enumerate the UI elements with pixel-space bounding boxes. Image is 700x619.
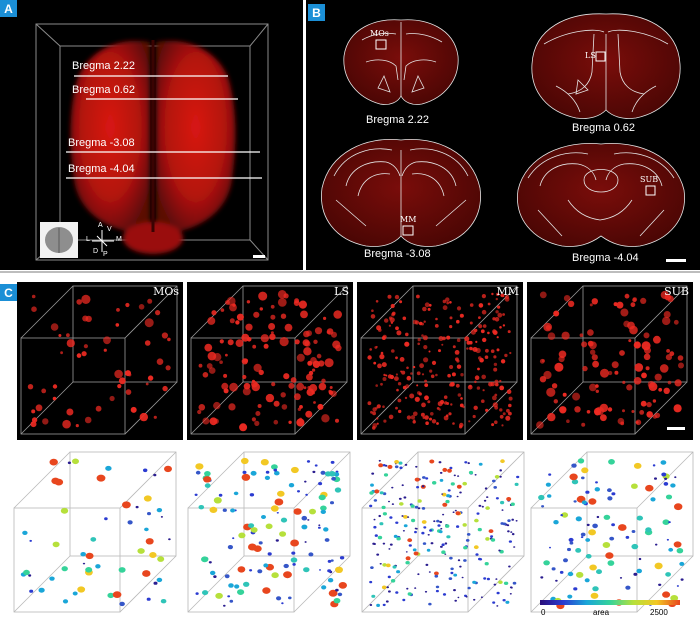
segmentation-cube-render [13, 451, 177, 613]
bregma-label-4: Bregma -4.04 [68, 163, 135, 175]
colorbar-min: 0 [541, 608, 546, 617]
region-label-ls-b: LS [585, 51, 596, 60]
cube-red-ls: LS [187, 282, 353, 440]
cube-seg-mm [358, 448, 530, 618]
region-label-mos-c: MOs [153, 285, 179, 298]
panel-b-scale-bar [666, 259, 686, 262]
segmentation-cube-render [187, 451, 351, 613]
bregma-label-1: Bregma 2.22 [72, 60, 135, 72]
panel-a-bregma-lines [66, 75, 262, 179]
panel-a-tag: A [0, 0, 17, 17]
section-bregma-3-08 [321, 139, 481, 247]
panel-b: B MOs LS MM SUB Bregma 2.22 Bregma 0.62 … [306, 0, 700, 270]
segmentation-cube-render [361, 451, 525, 613]
cube-red-sub: SUB [527, 282, 693, 440]
section-bregma-0-62 [531, 13, 681, 119]
region-label-sub-c: SUB [664, 285, 689, 298]
red-cube-render [530, 285, 688, 435]
segmentation-cube-render [530, 451, 694, 613]
region-label-ls-c: LS [334, 285, 349, 298]
red-cube-render [20, 285, 178, 435]
cube-red-mm: MM [357, 282, 523, 440]
colorbar-max: 2500 [650, 608, 668, 617]
bregma-label-3: Bregma -3.08 [68, 137, 135, 149]
panel-c: C MOs LS MM SUB 0 area 2500 [0, 282, 700, 619]
panel-b-tag: B [308, 4, 325, 21]
panel-a: A Bregma 2.22 Bregma 0.62 Bregma -3.08 B… [0, 0, 303, 270]
cube-seg-ls [184, 448, 356, 618]
red-cube-render [360, 285, 518, 435]
cube-seg-mos [10, 448, 182, 618]
section-bregma-2-22 [343, 19, 459, 105]
panel-a-scale-bar [253, 255, 265, 258]
region-label-mos-b: MOs [370, 29, 389, 38]
orient-a: A [98, 222, 103, 229]
red-cube-render [190, 285, 348, 435]
area-colorbar [540, 600, 680, 605]
panel-a-orientation-axes [92, 230, 114, 252]
section-bregma-4-04 [517, 143, 685, 247]
bregma-label-2: Bregma 0.62 [72, 84, 135, 96]
cube-red-mos: MOs [17, 282, 183, 440]
panel-c-tag: C [0, 284, 17, 301]
orient-p: P [103, 251, 108, 258]
orient-v: V [107, 226, 112, 233]
region-label-sub-b: SUB [640, 175, 659, 184]
orient-m: M [116, 236, 122, 243]
section-caption-4: Bregma -4.04 [572, 252, 639, 264]
cube-seg-sub [527, 448, 699, 618]
panel-b-canvas [321, 13, 686, 262]
region-label-mm-b: MM [400, 215, 417, 224]
colorbar-label: area [593, 608, 610, 617]
section-caption-2: Bregma 0.62 [572, 122, 635, 134]
panel-c-scale-bar [667, 427, 685, 430]
row-divider [0, 271, 700, 273]
region-label-mm-c: MM [496, 285, 519, 298]
orient-l: L [86, 236, 90, 243]
section-caption-3: Bregma -3.08 [364, 248, 431, 260]
panel-a-canvas [35, 23, 269, 261]
section-caption-1: Bregma 2.22 [366, 114, 429, 126]
orient-d: D [93, 248, 99, 255]
panel-a-brain-render [70, 40, 236, 254]
